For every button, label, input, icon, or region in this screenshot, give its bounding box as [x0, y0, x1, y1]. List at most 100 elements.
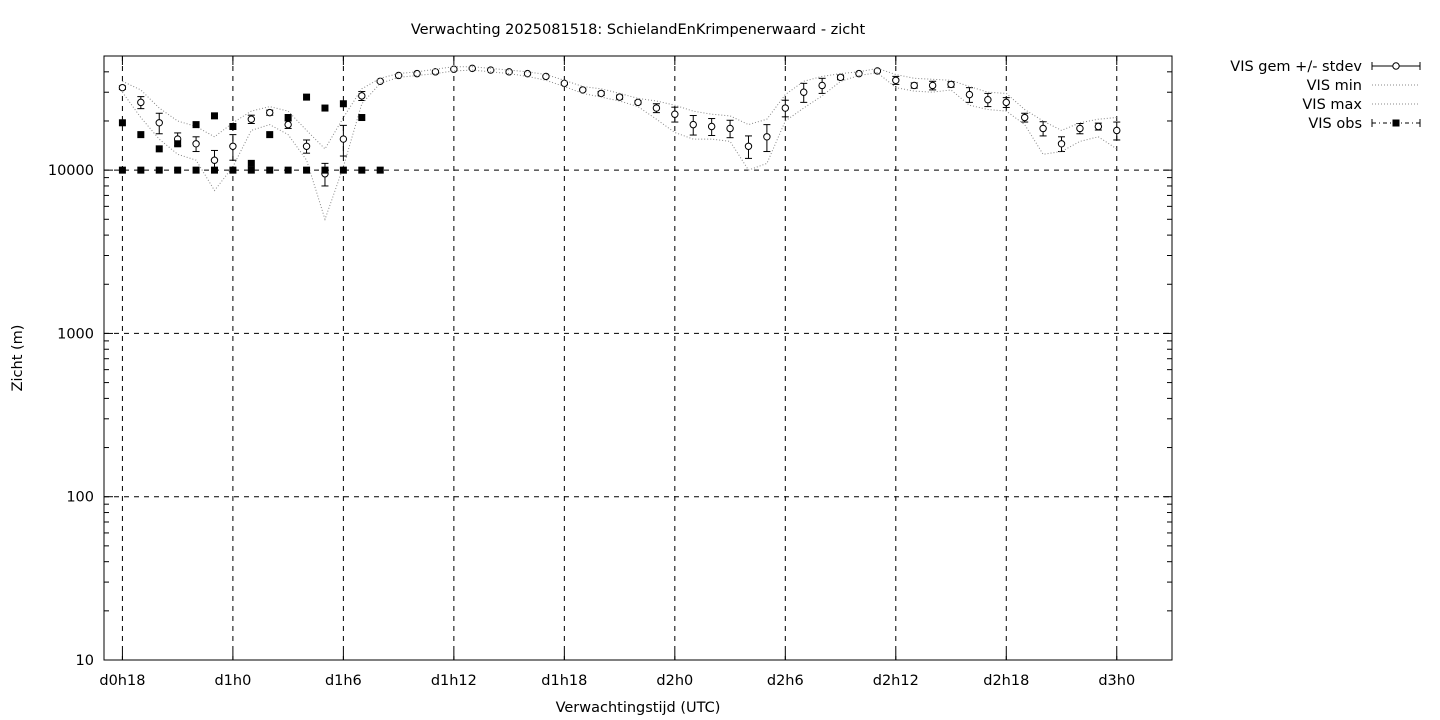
obs-point [266, 166, 274, 174]
data-point [358, 92, 366, 100]
y-tick-label: 100 [66, 490, 94, 506]
x-tick-label: d1h0 [214, 673, 251, 689]
obs-point [210, 166, 218, 174]
data-point [579, 86, 587, 94]
legend-label: VIS obs [1308, 116, 1362, 132]
x-tick-label: d1h18 [541, 673, 587, 689]
obs-point [358, 114, 366, 122]
series-1 [121, 69, 1118, 221]
data-point [394, 71, 403, 80]
x-tick-label: d2h18 [983, 673, 1029, 689]
y-tick-labels: 10 100 1000 10000 [48, 163, 94, 669]
legend-label: VIS gem +/- stdev [1230, 59, 1362, 75]
data-point [413, 69, 421, 78]
x-tick-label: d2h6 [767, 673, 804, 689]
series-line [122, 66, 1117, 150]
data-point [468, 64, 476, 73]
x-tick-label: d3h0 [1098, 673, 1135, 689]
legend-marker [1392, 62, 1400, 70]
data-point [597, 89, 605, 98]
data-point [542, 72, 550, 81]
data-point [671, 110, 679, 118]
data-point [892, 76, 900, 84]
obs-point [210, 112, 218, 120]
obs-point [284, 114, 292, 122]
obs-point [118, 119, 126, 127]
data-point [192, 140, 200, 148]
obs-point [376, 166, 384, 174]
legend-label: VIS max [1302, 97, 1362, 113]
data-point [726, 124, 734, 133]
obs-point [229, 166, 237, 174]
x-tick-labels: d0h18 d1h0 d1h6 d1h12 d1h18 d2h0 d2h6 d2h12 d2h1… [99, 673, 1135, 689]
data-point [1094, 122, 1103, 131]
data-point [210, 156, 219, 164]
legend: VIS gem +/- stdev VIS min VIS max VIS obs [1230, 59, 1421, 132]
data-point [284, 120, 292, 129]
data-point [615, 93, 624, 101]
data-point [965, 90, 974, 99]
data-point [450, 65, 458, 73]
data-point [1076, 124, 1084, 133]
data-point [266, 108, 274, 117]
data-point [781, 104, 790, 112]
series-layer [118, 64, 1121, 221]
obs-point [303, 93, 311, 101]
data-point [523, 69, 532, 78]
x-axis-label: Verwachtingstijd (UTC) [556, 700, 721, 716]
data-point [339, 135, 348, 143]
obs-point [247, 159, 255, 167]
legend-marker [1392, 119, 1400, 127]
series-0 [118, 64, 1121, 187]
obs-point [339, 100, 347, 108]
data-point [836, 73, 845, 82]
obs-point [118, 166, 126, 174]
obs-point [303, 166, 311, 174]
series-2 [122, 66, 1117, 150]
data-point [229, 142, 237, 150]
data-point [137, 98, 145, 107]
data-point [652, 104, 661, 112]
data-point [763, 133, 771, 141]
data-point [1039, 124, 1047, 133]
obs-point [339, 166, 347, 174]
data-point [1002, 98, 1010, 107]
x-tick-label: d1h12 [431, 673, 477, 689]
chart-title: Verwachting 2025081518: SchielandEnKrimp… [411, 22, 866, 38]
data-point [486, 66, 495, 74]
axis-ticks [104, 56, 1172, 661]
data-point [800, 88, 808, 96]
y-axis-label: Zicht (m) [10, 325, 26, 392]
data-point [689, 120, 697, 129]
obs-point [174, 140, 182, 148]
obs-point [321, 166, 329, 174]
data-point [247, 115, 256, 123]
data-point [118, 83, 127, 92]
obs-point [358, 166, 366, 174]
obs-point [192, 166, 200, 174]
y-tick-label: 10 [76, 653, 94, 669]
data-point [302, 142, 311, 150]
data-point [634, 98, 642, 107]
obs-point [174, 166, 182, 174]
obs-point [321, 104, 329, 112]
obs-point [247, 166, 255, 174]
data-point [376, 77, 384, 85]
obs-point [155, 145, 163, 153]
data-point [873, 67, 882, 75]
legend-label: VIS min [1307, 78, 1362, 94]
data-point [818, 81, 826, 90]
y-tick-label: 10000 [48, 163, 94, 179]
plot-frame [103, 55, 1173, 661]
obs-point [229, 123, 237, 131]
series-line [121, 69, 1118, 221]
data-point [1113, 126, 1121, 135]
x-tick-label: d0h18 [99, 673, 145, 689]
data-point [1020, 113, 1029, 122]
obs-point [137, 166, 145, 174]
x-tick-label: d2h12 [873, 673, 919, 689]
obs-point [284, 166, 292, 174]
obs-point [137, 131, 145, 139]
x-tick-label: d1h6 [325, 673, 362, 689]
